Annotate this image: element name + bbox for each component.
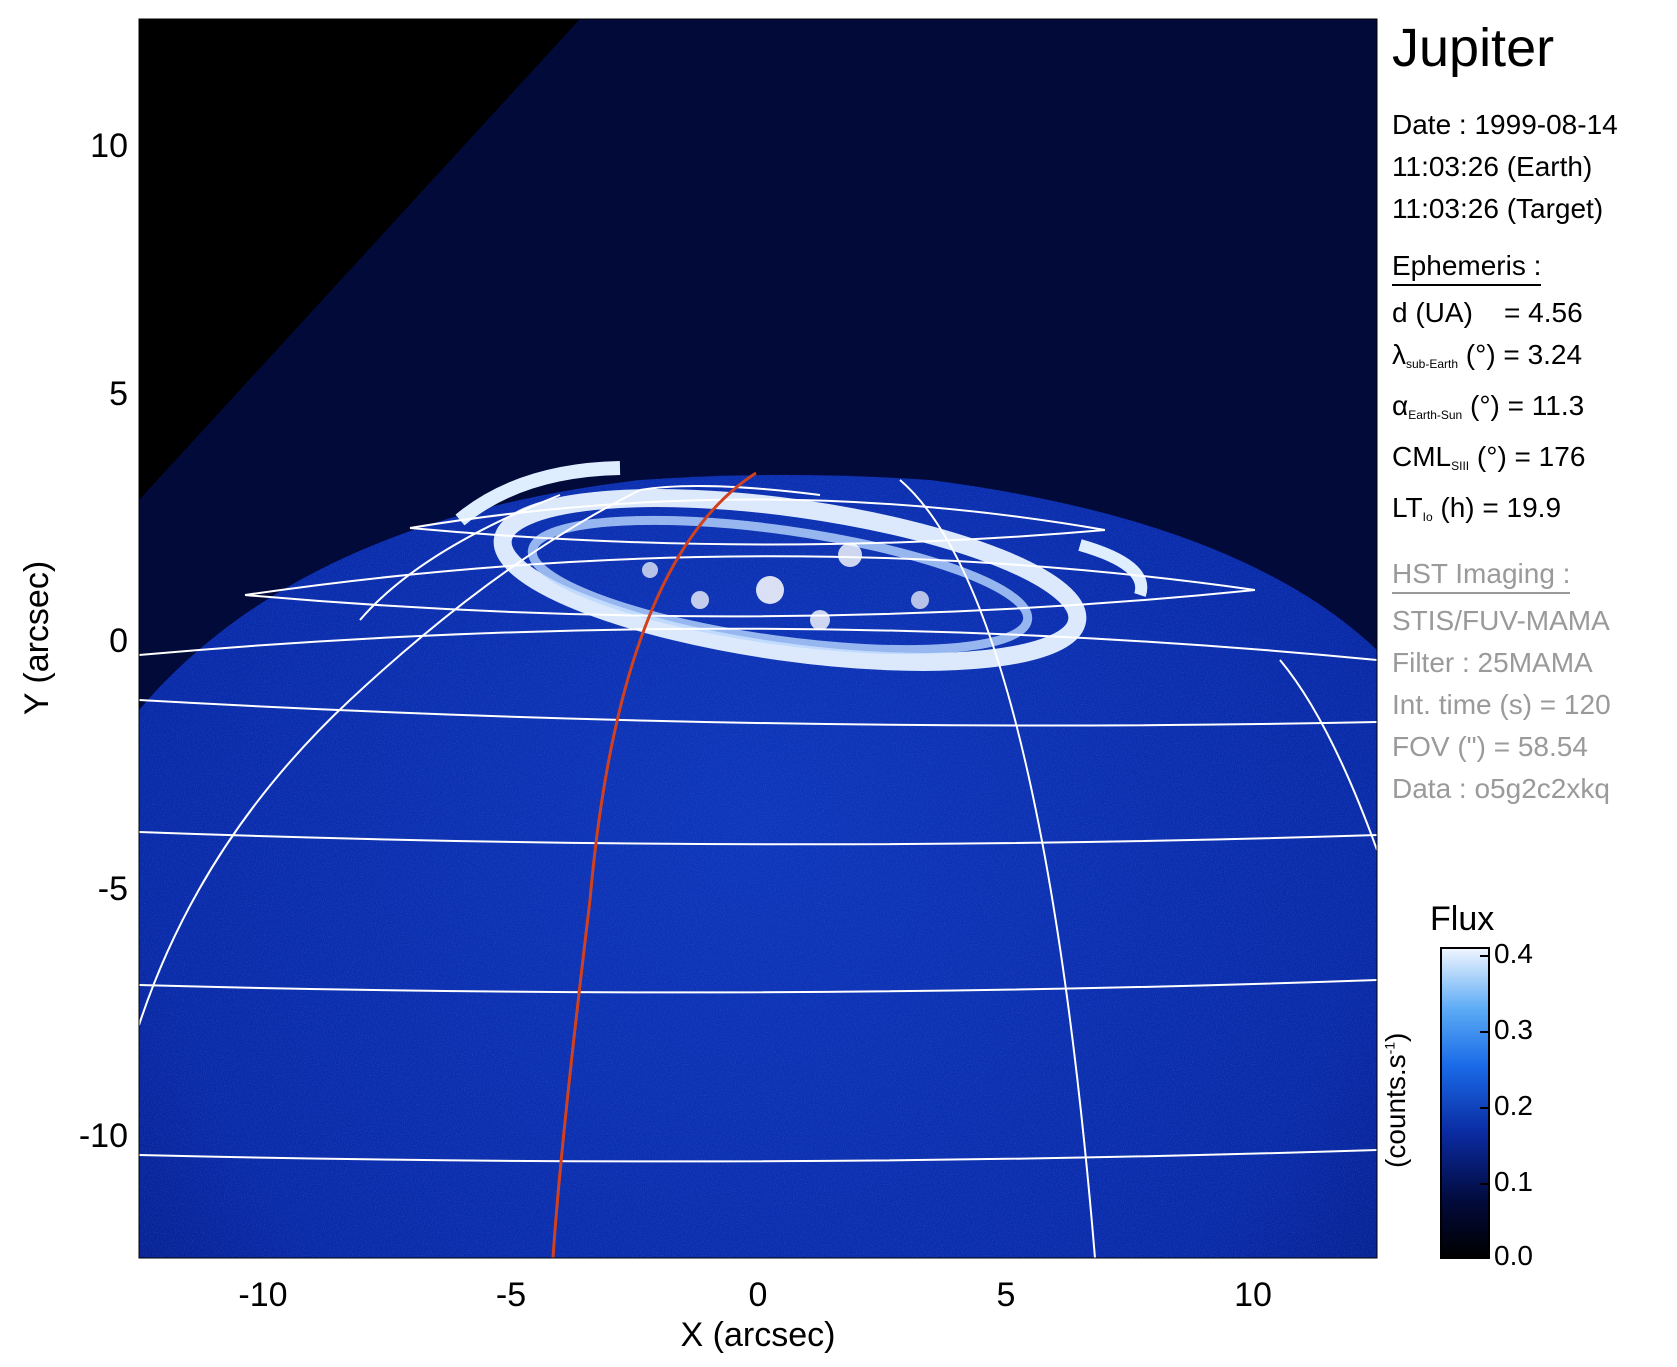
field-of-view: FOV (") = 58.54 — [1392, 731, 1588, 762]
data-id: Data : o5g2c2xkq — [1392, 773, 1610, 804]
colorbar-unit-exponent: -1 — [1381, 1041, 1398, 1055]
colorbar-unit-close: ) — [1380, 1032, 1411, 1042]
x-tick-label: -5 — [496, 1276, 526, 1314]
io-local-time: LTIo (h) = 19.9 — [1392, 487, 1672, 538]
date-line: Date : 1999-08-14 — [1392, 109, 1618, 140]
colorbar — [1440, 947, 1490, 1259]
hst-imaging-header: HST Imaging : — [1392, 556, 1571, 594]
x-axis-title: X (arcsec) — [681, 1316, 836, 1354]
y-tick-label: 0 — [109, 622, 128, 660]
phase-angle: αEarth-Sun (°) = 11.3 — [1392, 385, 1672, 436]
phase-value: (°) = 11.3 — [1462, 390, 1585, 421]
latitude-symbol: λ — [1392, 339, 1406, 370]
distance-value: d (UA) = 4.56 — [1392, 297, 1583, 328]
cml-subscript: SIII — [1451, 459, 1470, 473]
central-meridian-longitude: CMLSIII (°) = 176 — [1392, 436, 1672, 487]
colorbar-unit-main: (counts.s — [1380, 1054, 1411, 1168]
instrument: STIS/FUV-MAMA — [1392, 605, 1610, 636]
x-axis: -10 -5 0 5 10 X (arcsec) — [238, 1276, 1271, 1354]
latitude-subscript: sub-Earth — [1406, 357, 1459, 371]
lt-symbol: LT — [1392, 492, 1423, 523]
colorbar-gradient — [1440, 947, 1490, 1259]
plot-frame — [138, 18, 1378, 1259]
disk-noise-texture — [139, 475, 1377, 1258]
cml-symbol: CML — [1392, 441, 1452, 472]
x-tick-label: 0 — [749, 1276, 768, 1314]
earth-time: 11:03:26 (Earth) — [1392, 151, 1593, 182]
colorbar-tick-label: 0.2 — [1494, 1090, 1533, 1121]
lt-subscript: Io — [1422, 510, 1433, 524]
phase-symbol: α — [1392, 390, 1409, 421]
y-tick-label: -5 — [98, 870, 128, 908]
x-tick-label: 10 — [1234, 1276, 1272, 1314]
ephemeris-header: Ephemeris : — [1392, 248, 1542, 286]
y-tick-label: 5 — [109, 375, 128, 413]
phase-subscript: Earth-Sun — [1408, 408, 1463, 422]
plot-area — [139, 19, 1377, 1258]
colorbar-tick-label: 0.0 — [1494, 1240, 1533, 1271]
latitude-value: (°) = 3.24 — [1458, 339, 1583, 370]
sub-earth-latitude: λsub-Earth (°) = 3.24 — [1392, 334, 1672, 385]
lt-value: (h) = 19.9 — [1432, 492, 1562, 523]
x-tick-label: 5 — [997, 1276, 1016, 1314]
colorbar-tick-label: 0.3 — [1494, 1014, 1533, 1045]
coordinate-grid — [139, 479, 1377, 1258]
central-meridian-line — [551, 471, 757, 1258]
cml-value: (°) = 176 — [1469, 441, 1586, 472]
integration-time: Int. time (s) = 120 — [1392, 689, 1611, 720]
observation-info-panel: Jupiter Date : 1999-08-14 11:03:26 (Eart… — [1392, 18, 1672, 810]
y-axis: 10 5 0 -5 -10 Y (arcsec) — [18, 127, 128, 1155]
figure-title: Jupiter — [1392, 18, 1555, 78]
filter: Filter : 25MAMA — [1392, 647, 1593, 678]
x-tick-label: -10 — [238, 1276, 287, 1314]
y-axis-title: Y (arcsec) — [18, 561, 56, 715]
y-tick-label: 10 — [90, 127, 128, 165]
auroral-oval — [455, 461, 1148, 671]
colorbar-title: Flux — [1430, 900, 1495, 938]
target-time: 11:03:26 (Target) — [1392, 193, 1604, 224]
colorbar-tick-label: 0.1 — [1494, 1166, 1533, 1197]
y-tick-label: -10 — [79, 1117, 128, 1155]
colorbar-tick-label: 0.4 — [1494, 938, 1533, 969]
colorbar-unit: (counts.s-1) — [1380, 1033, 1412, 1168]
